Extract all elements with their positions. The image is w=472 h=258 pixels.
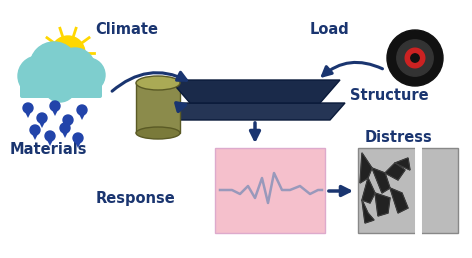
Circle shape [18, 56, 58, 96]
Circle shape [23, 103, 33, 113]
Text: Response: Response [95, 190, 175, 206]
Circle shape [60, 123, 70, 133]
Polygon shape [390, 188, 408, 213]
Circle shape [63, 115, 73, 125]
Polygon shape [385, 163, 405, 180]
Circle shape [30, 125, 40, 135]
Polygon shape [395, 158, 410, 170]
Circle shape [73, 133, 83, 143]
Polygon shape [77, 110, 87, 120]
Polygon shape [375, 193, 390, 216]
Circle shape [397, 40, 433, 76]
Polygon shape [63, 120, 73, 130]
Polygon shape [45, 136, 55, 146]
Polygon shape [37, 118, 47, 128]
Circle shape [55, 48, 95, 88]
FancyBboxPatch shape [358, 148, 458, 233]
FancyBboxPatch shape [136, 83, 180, 133]
Circle shape [37, 113, 47, 123]
Circle shape [77, 105, 87, 115]
Circle shape [411, 54, 419, 62]
Circle shape [405, 48, 425, 68]
FancyBboxPatch shape [215, 148, 325, 233]
Polygon shape [23, 108, 33, 118]
Polygon shape [372, 168, 390, 193]
Text: Structure: Structure [350, 87, 429, 102]
Circle shape [44, 70, 76, 102]
Circle shape [50, 101, 60, 111]
Text: Load: Load [310, 22, 350, 37]
Polygon shape [60, 128, 70, 138]
Text: Materials: Materials [10, 142, 87, 157]
Text: Distress: Distress [365, 131, 433, 146]
Circle shape [71, 58, 105, 92]
Polygon shape [362, 200, 374, 223]
Text: Climate: Climate [95, 22, 158, 37]
Polygon shape [362, 178, 375, 203]
Circle shape [30, 42, 78, 90]
FancyBboxPatch shape [20, 72, 102, 98]
Ellipse shape [136, 76, 180, 90]
Polygon shape [30, 130, 40, 140]
Polygon shape [170, 80, 340, 103]
Polygon shape [165, 103, 345, 120]
Polygon shape [73, 138, 83, 148]
Circle shape [45, 131, 55, 141]
Circle shape [387, 30, 443, 86]
Circle shape [51, 36, 85, 70]
Polygon shape [360, 153, 372, 183]
Polygon shape [50, 106, 60, 116]
Ellipse shape [136, 127, 180, 139]
